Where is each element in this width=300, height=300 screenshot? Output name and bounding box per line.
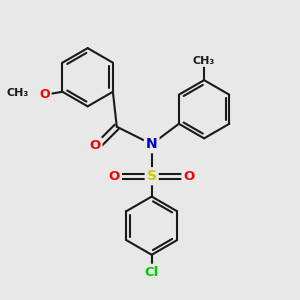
- Text: O: O: [183, 170, 195, 183]
- Text: N: N: [146, 137, 158, 151]
- Text: S: S: [147, 169, 157, 183]
- Text: O: O: [39, 88, 50, 100]
- Text: CH₃: CH₃: [193, 56, 215, 66]
- Text: O: O: [89, 139, 100, 152]
- Text: O: O: [109, 170, 120, 183]
- Text: CH₃: CH₃: [7, 88, 29, 98]
- Text: Cl: Cl: [145, 266, 159, 279]
